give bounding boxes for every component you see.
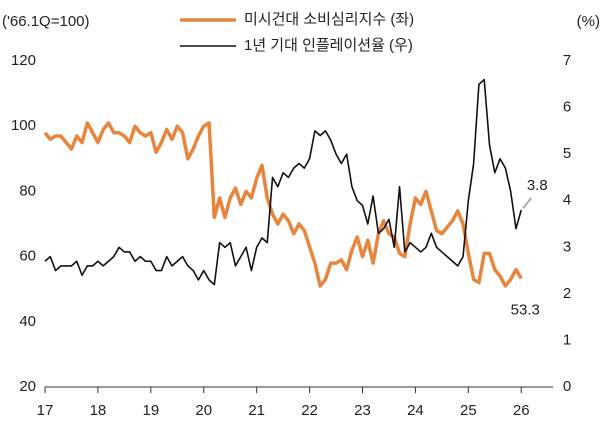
y-tick-label: 120 xyxy=(11,52,36,69)
x-tick-label: 25 xyxy=(460,402,477,419)
x-tick-label: 24 xyxy=(407,402,424,419)
x-tick-label: 21 xyxy=(248,402,265,419)
y2-tick-label: 6 xyxy=(563,99,571,116)
y2-tick-label: 3 xyxy=(563,238,571,255)
x-tick-label: 22 xyxy=(301,402,318,419)
series-line xyxy=(44,78,523,286)
y-axis-label: ('66.1Q=100) xyxy=(2,13,90,30)
y2-tick-label: 0 xyxy=(563,378,571,395)
y-tick-label: 20 xyxy=(19,378,36,395)
data-label: 3.8 xyxy=(527,177,548,194)
x-tick-label: 19 xyxy=(142,402,159,419)
y-tick-label: 100 xyxy=(11,117,36,134)
y2-tick-label: 5 xyxy=(563,145,571,162)
y2-axis-label: (%) xyxy=(577,13,600,30)
y2-tick-label: 7 xyxy=(563,52,571,69)
x-tick-label: 20 xyxy=(195,402,212,419)
series-line xyxy=(43,121,523,288)
x-tick-label: 18 xyxy=(90,402,107,419)
y2-tick-label: 4 xyxy=(563,192,571,209)
legend-label: 미시건대 소비심리지수 (좌) xyxy=(244,11,414,28)
leader-line xyxy=(522,197,533,209)
y-tick-label: 60 xyxy=(19,248,36,265)
y2-tick-label: 1 xyxy=(563,331,571,348)
x-tick-label: 23 xyxy=(354,402,371,419)
x-tick-label: 17 xyxy=(37,402,54,419)
data-label: 53.3 xyxy=(511,301,540,318)
x-tick-label: 26 xyxy=(513,402,530,419)
y2-tick-label: 2 xyxy=(563,285,571,302)
legend-label: 1년 기대 인플레이션율 (우) xyxy=(244,37,413,54)
y-tick-label: 40 xyxy=(19,313,36,330)
y-tick-label: 80 xyxy=(19,182,36,199)
